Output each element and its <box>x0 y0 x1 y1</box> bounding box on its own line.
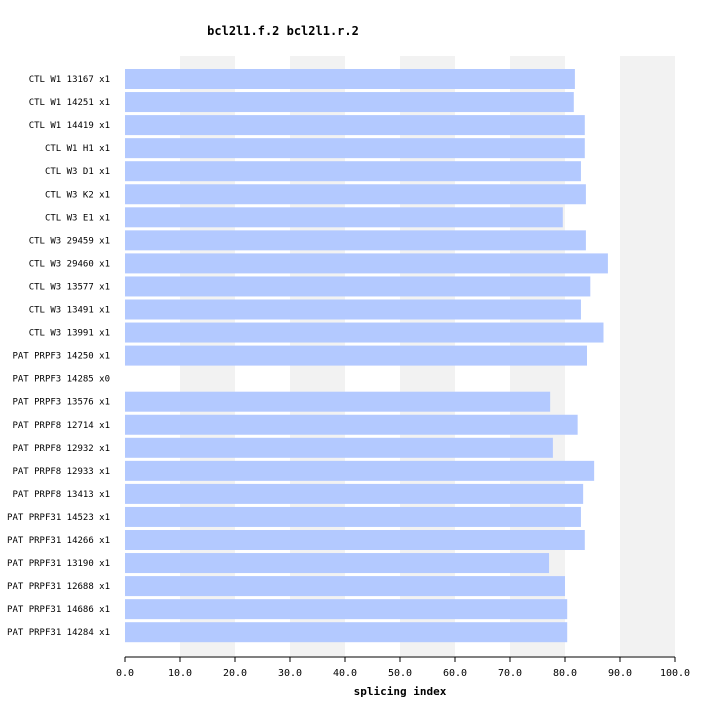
row-label: CTL W3 29459 x1 <box>29 236 110 246</box>
row-label: CTL W1 14251 x1 <box>29 98 110 108</box>
x-tick-label: 90.0 <box>608 668 632 679</box>
bar <box>125 115 585 136</box>
row-label: PAT PRPF31 12688 x1 <box>7 582 110 592</box>
row-label: CTL W1 13167 x1 <box>29 75 110 85</box>
bar <box>125 576 565 597</box>
bar <box>125 391 551 412</box>
bar <box>125 138 585 159</box>
x-tick-label: 0.0 <box>116 668 134 679</box>
bar <box>125 161 581 182</box>
bar <box>125 184 586 205</box>
bars <box>125 69 608 643</box>
bar <box>125 622 568 643</box>
row-label: CTL W3 13577 x1 <box>29 282 110 292</box>
x-tick-label: 40.0 <box>333 668 357 679</box>
row-label: PAT PRPF8 12933 x1 <box>12 467 110 477</box>
bar <box>125 253 608 274</box>
x-tick-label: 60.0 <box>443 668 467 679</box>
chart-title: bcl2l1.f.2 bcl2l1.r.2 <box>207 24 359 38</box>
x-tick-label: 80.0 <box>553 668 577 679</box>
x-axis-title: splicing index <box>354 685 447 698</box>
bar <box>125 460 595 481</box>
row-label: CTL W1 14419 x1 <box>29 121 110 131</box>
bar <box>125 92 574 113</box>
row-label: PAT PRPF3 14285 x0 <box>12 375 110 385</box>
x-tick-label: 100.0 <box>660 668 690 679</box>
bar <box>125 437 553 458</box>
bar <box>125 276 591 297</box>
grid-band <box>620 56 675 656</box>
row-label: PAT PRPF31 14523 x1 <box>7 513 110 523</box>
bar <box>125 207 563 228</box>
row-label: PAT PRPF8 12714 x1 <box>12 421 110 431</box>
row-label: PAT PRPF8 13413 x1 <box>12 490 110 500</box>
row-label: CTL W3 E1 x1 <box>45 213 110 223</box>
row-label: CTL W3 K2 x1 <box>45 190 110 200</box>
row-label: CTL W3 13991 x1 <box>29 329 110 339</box>
row-label: CTL W3 29460 x1 <box>29 259 110 269</box>
bar <box>125 69 575 89</box>
x-axis: 0.0 10.0 20.0 30.0 40.0 50.0 60.0 70.0 80.0 90.0 1… <box>116 656 690 679</box>
row-label: PAT PRPF3 13576 x1 <box>12 398 110 408</box>
x-tick-label: 20.0 <box>223 668 247 679</box>
row-label: CTL W3 D1 x1 <box>45 167 110 177</box>
x-tick-label: 30.0 <box>278 668 302 679</box>
bar <box>125 530 585 550</box>
x-tick-label: 50.0 <box>388 668 412 679</box>
row-labels: CTL W1 13167 x1 CTL W1 14251 x1 CTL W1 144… <box>7 75 110 638</box>
row-label: PAT PRPF3 14250 x1 <box>12 352 110 362</box>
bar <box>125 230 586 251</box>
row-label: PAT PRPF31 13190 x1 <box>7 559 110 569</box>
x-tick-label: 10.0 <box>168 668 192 679</box>
row-label: CTL W1 H1 x1 <box>45 144 110 154</box>
x-tick-label: 70.0 <box>498 668 522 679</box>
row-label: PAT PRPF8 12932 x1 <box>12 444 110 454</box>
bar <box>125 553 550 574</box>
bar <box>125 322 604 343</box>
row-label: PAT PRPF31 14686 x1 <box>7 605 110 615</box>
row-label: CTL W3 13491 x1 <box>29 306 110 316</box>
bar <box>125 483 584 504</box>
bar <box>125 345 587 366</box>
bar <box>125 414 578 435</box>
row-label: PAT PRPF31 14266 x1 <box>7 536 110 546</box>
bar <box>125 299 581 320</box>
bar <box>125 599 568 620</box>
bar <box>125 506 581 527</box>
row-label: PAT PRPF31 14284 x1 <box>7 628 110 638</box>
